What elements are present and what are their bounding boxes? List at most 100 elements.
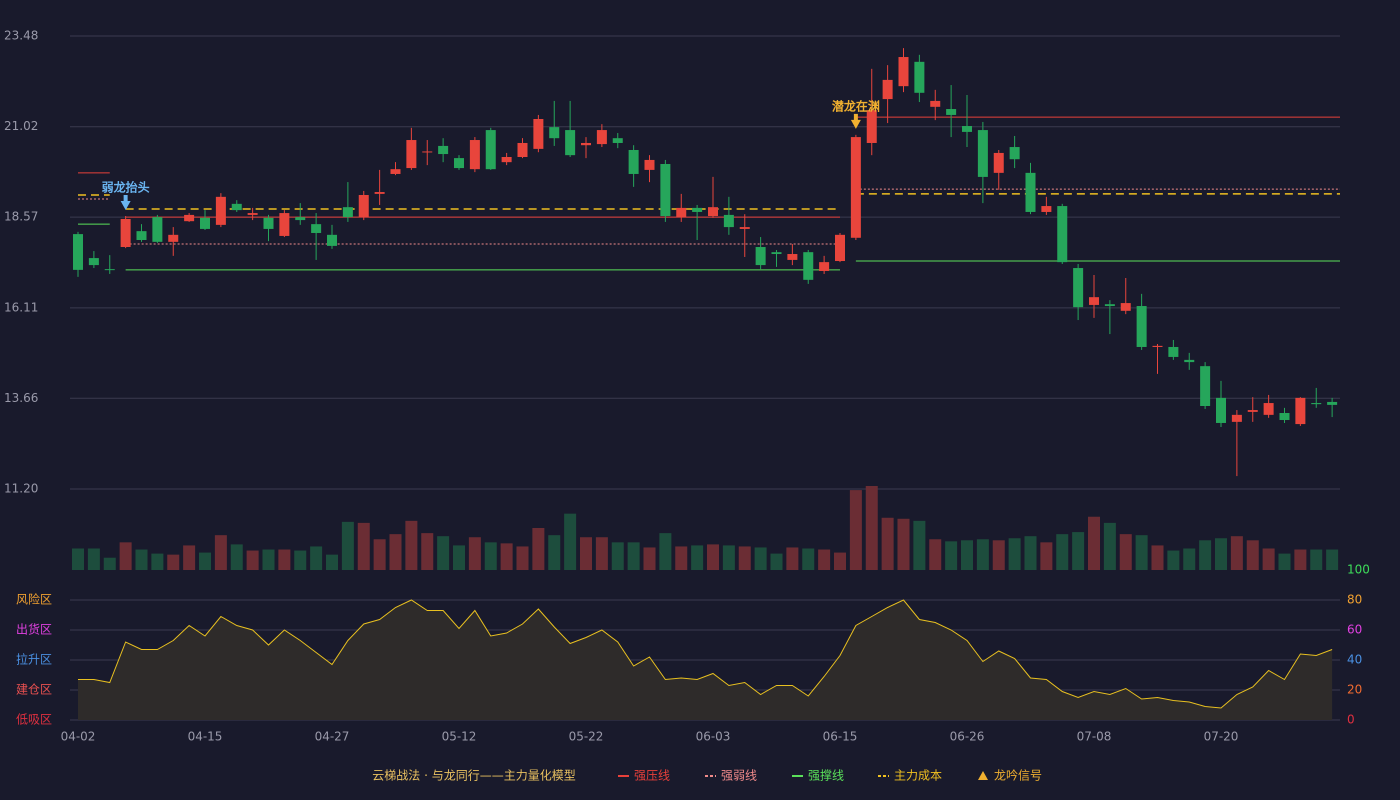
candle-body [803,252,814,280]
volume-bar [992,540,1005,570]
candle-body [1216,397,1226,423]
volume-bar [294,550,307,570]
x-tick-label: 06-03 [696,730,731,744]
volume-bar [453,545,465,570]
candle-body [438,145,449,155]
volume-bar [389,534,402,570]
volume-bar [72,548,84,570]
candle-body [1231,414,1242,422]
candle-body [755,247,766,266]
candle-body [628,149,639,174]
candle-body [565,130,576,156]
candle-body [1057,206,1068,263]
volume-bar [738,546,751,570]
volume-bar [373,539,386,570]
x-tick-label: 05-12 [442,730,477,744]
volume-bar [230,544,243,570]
x-tick-label: 05-22 [569,730,604,744]
volume-bar [1103,522,1116,570]
volume-bar [135,549,148,570]
y-tick-label: 23.48 [4,29,38,43]
volume-bar [1167,550,1180,570]
volume-bar [484,542,497,570]
zone-label: 低吸区 [16,713,52,727]
candle-body [263,217,274,229]
candle-body [231,203,242,211]
volume-bar [643,547,656,570]
volume-bar [278,549,291,570]
zone-label: 出货区 [16,622,52,637]
candle-body [485,130,496,170]
candle-body [692,207,703,212]
candle-body [1263,403,1274,415]
candle-body [168,234,179,242]
zone-label: 风险区 [16,592,52,607]
candle-body [549,127,560,139]
volume-bar [341,521,354,570]
legend-label: 龙吟信号 [994,768,1042,783]
signal-label: 潜龙在渊 [832,98,880,113]
candle-body [1247,410,1258,412]
volume-bar [1040,542,1053,570]
candle-body [787,254,798,260]
volume-bar [246,550,259,570]
y2-tick-label: 0 [1347,713,1355,727]
volume-bar [961,540,973,570]
legend-label: 强弱线 [721,769,757,783]
volume-bar [1246,540,1259,570]
candle-body [342,207,353,218]
volume-bar [1230,536,1243,570]
candle-body [184,214,195,222]
candle-body [644,159,655,170]
candle-body [612,138,623,143]
volume-bar [468,537,481,570]
volume-bar [580,537,592,570]
candle-body [962,126,972,132]
volume-bar [595,537,608,570]
volume-bar [1310,549,1323,570]
candle-body [1089,297,1099,305]
volume-bar [976,539,989,570]
volume-bar [945,541,958,570]
volume-bar [1135,535,1148,570]
volume-bar [199,552,211,570]
volume-bar [913,520,926,570]
volume-bar [1183,548,1196,570]
volume-bar [1262,548,1275,570]
volume-bar [675,546,688,570]
candle-body [104,269,115,271]
volume-bar [1294,549,1307,570]
volume-bar [1326,549,1339,570]
volume-bar [405,520,418,570]
candle-body [454,158,464,169]
y2-tick-label: 20 [1347,683,1362,697]
candle-body [152,217,163,242]
oscillator-line [78,599,1333,709]
candle-body [1009,147,1020,160]
volume-bar [103,557,116,570]
x-tick-label: 06-15 [823,730,858,744]
candle-body [819,262,830,271]
y2-tick-label: 100 [1347,563,1370,577]
volume-bar [357,522,370,570]
candle-body [469,140,480,170]
legend-swatch [978,771,988,780]
volume-bar [849,490,862,570]
candle-body [1168,346,1179,357]
volume-bar [1151,545,1164,570]
candle-body [1295,397,1306,425]
y2-tick-label: 60 [1347,623,1362,637]
zone-label: 拉升区 [16,652,52,667]
volume-bar [897,518,910,570]
candle-body [1200,366,1211,406]
candle-body [390,169,401,174]
volume-bar [707,544,719,570]
volume-bar [611,542,624,570]
x-tick-label: 04-02 [61,730,96,744]
candle-body [1327,401,1338,405]
volume-bar [786,547,799,570]
legend-label: 主力成本 [894,769,942,783]
candle-body [1152,345,1163,347]
